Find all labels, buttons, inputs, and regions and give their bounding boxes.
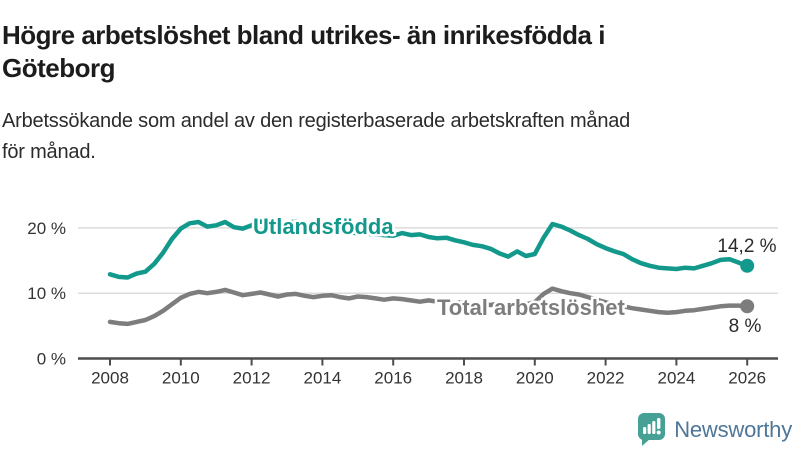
x-axis-tick-label: 2018 xyxy=(445,369,483,388)
x-axis-tick-label: 2020 xyxy=(516,369,554,388)
title-line: Högre arbetslöshet bland utrikes- än inr… xyxy=(2,20,605,51)
brand-name: Newsworthy xyxy=(674,416,792,442)
subtitle-line: för månad. xyxy=(2,141,96,163)
end-value-label-total: 8 % xyxy=(729,316,762,337)
logo-exclamation-dot xyxy=(656,430,661,435)
x-axis-tick-label: 2016 xyxy=(374,369,412,388)
x-axis-tick-label: 2014 xyxy=(303,369,341,388)
x-axis-tick-label: 2012 xyxy=(233,369,271,388)
title-line: Göteborg xyxy=(2,53,116,84)
subtitle-line: Arbetssökande som andel av den registerb… xyxy=(2,110,631,132)
series-end-dot-total xyxy=(740,299,755,314)
x-axis-tick-label: 2026 xyxy=(728,369,766,388)
y-axis-tick-label: 0 % xyxy=(37,350,66,369)
logo-bar-3 xyxy=(652,421,656,434)
newsworthy-logo-icon xyxy=(638,413,666,446)
series-label-total: Total arbetslöshet xyxy=(437,295,626,320)
end-value-label-utlandsfodda: 14,2 % xyxy=(717,236,776,257)
series-label-utlandsfodda: Utlandsfödda xyxy=(253,214,394,239)
page-title: Högre arbetslöshet bland utrikes- än inr… xyxy=(2,19,792,85)
y-axis-tick-label: 10 % xyxy=(27,284,66,303)
logo-exclamation-bar xyxy=(657,418,661,429)
chart-subtitle: Arbetssökande som andel av den registerb… xyxy=(2,106,792,168)
series-end-dot-utlandsfodda xyxy=(740,258,755,273)
series-line-utlandsfodda xyxy=(107,219,750,280)
x-axis-tick-label: 2010 xyxy=(162,369,200,388)
x-axis-tick-label: 2022 xyxy=(587,369,625,388)
line-chart: 20 % 10 % 0 % 2008 2010 2012 2014 2016 2018 2020 2… xyxy=(27,212,778,388)
newsworthy-logo[interactable]: Newsworthy xyxy=(637,412,792,447)
x-axis-tick-label: 2008 xyxy=(91,369,129,388)
x-axis-tick-label: 2024 xyxy=(657,369,695,388)
y-axis-tick-label: 20 % xyxy=(27,219,66,238)
logo-bar-2 xyxy=(647,424,651,434)
series-line-total xyxy=(107,286,750,327)
logo-bar-1 xyxy=(643,427,647,434)
